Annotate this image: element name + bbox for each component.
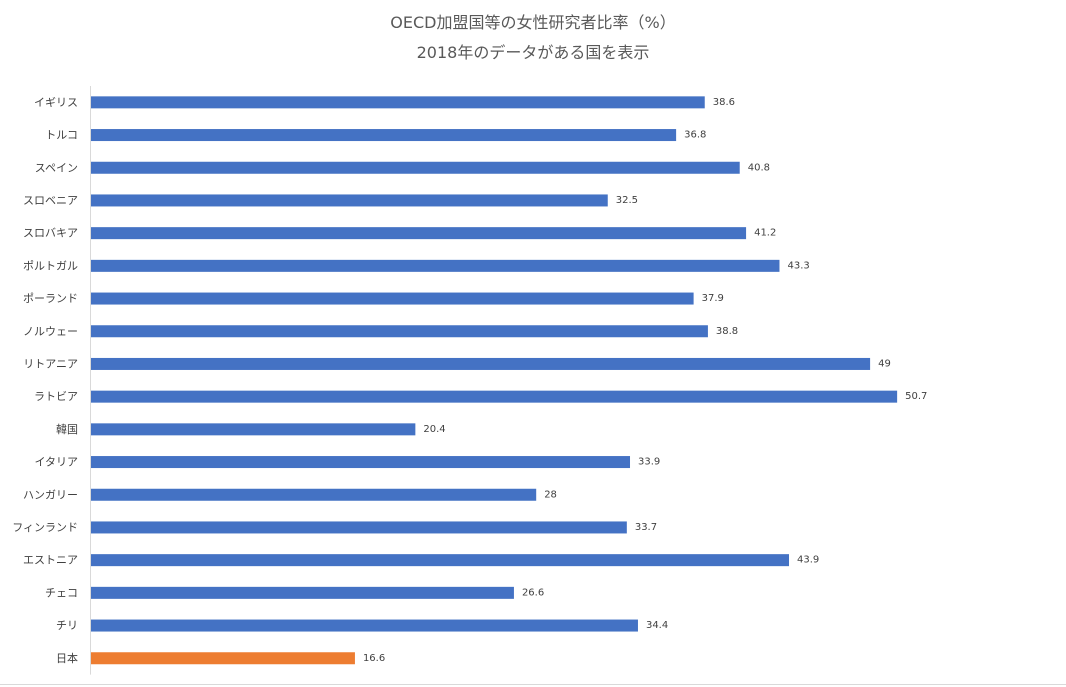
category-label: スロベニア (23, 194, 78, 207)
value-label: 16.6 (363, 653, 385, 664)
value-label: 37.9 (702, 293, 724, 304)
chart-subtitle: 2018年のデータがある国を表示 (416, 43, 650, 62)
chart-title-block: OECD加盟国等の女性研究者比率（%） 2018年のデータがある国を表示 (0, 8, 1066, 68)
bar-9 (91, 390, 898, 403)
value-label: 38.6 (713, 97, 735, 108)
bar-10 (91, 423, 416, 436)
bar-4 (91, 227, 747, 240)
category-label: ハンガリー (23, 488, 78, 501)
category-label: チェコ (45, 586, 78, 599)
bar-12 (91, 488, 537, 501)
category-label: ノルウェー (23, 325, 78, 338)
value-label: 28 (544, 489, 557, 500)
bars-layer: イギリス 38.6 トルコ 36.8 スペイン 40.8 スロベニア 32.5 スロバキア 41.… (12, 96, 927, 665)
category-label: 韓国 (56, 423, 78, 436)
value-label: 33.9 (638, 457, 660, 468)
value-label: 43.9 (797, 555, 819, 566)
bar-1 (91, 129, 677, 142)
bar-14 (91, 554, 790, 567)
value-label: 49 (878, 358, 891, 369)
category-label: イタリア (34, 456, 78, 469)
category-label: エストニア (23, 554, 78, 567)
value-label: 36.8 (684, 130, 706, 141)
value-label: 20.4 (423, 424, 445, 435)
category-label: フィンランド (12, 521, 78, 534)
value-label: 33.7 (635, 522, 657, 533)
value-label: 32.5 (616, 195, 638, 206)
bar-8 (91, 357, 871, 370)
category-label: スペイン (35, 161, 78, 174)
category-label: ポーランド (23, 292, 78, 305)
bar-2 (91, 161, 740, 174)
bar-5 (91, 259, 780, 272)
value-label: 38.8 (716, 326, 738, 337)
category-label: ラトビア (34, 390, 78, 403)
bar-3 (91, 194, 608, 207)
bar-6 (91, 292, 694, 305)
value-label: 26.6 (522, 587, 544, 598)
value-label: 40.8 (748, 162, 770, 173)
category-label: リトアニア (23, 357, 78, 370)
bar-17 (91, 652, 355, 665)
category-label: イギリス (34, 96, 78, 109)
bar-16 (91, 619, 638, 632)
category-label: スロバキア (23, 227, 78, 240)
bar-0 (91, 96, 705, 109)
value-label: 50.7 (905, 391, 927, 402)
bottom-divider (0, 684, 1066, 685)
value-label: 43.3 (787, 260, 809, 271)
bar-13 (91, 521, 627, 534)
category-label: 日本 (56, 651, 78, 665)
category-label: トルコ (45, 129, 78, 142)
category-label: チリ (56, 619, 78, 632)
bar-7 (91, 325, 708, 338)
chart-title: OECD加盟国等の女性研究者比率（%） (390, 13, 676, 32)
value-label: 34.4 (646, 620, 668, 631)
bar-11 (91, 456, 631, 469)
bar-15 (91, 586, 514, 599)
category-label: ポルトガル (23, 259, 78, 272)
value-label: 41.2 (754, 228, 776, 239)
